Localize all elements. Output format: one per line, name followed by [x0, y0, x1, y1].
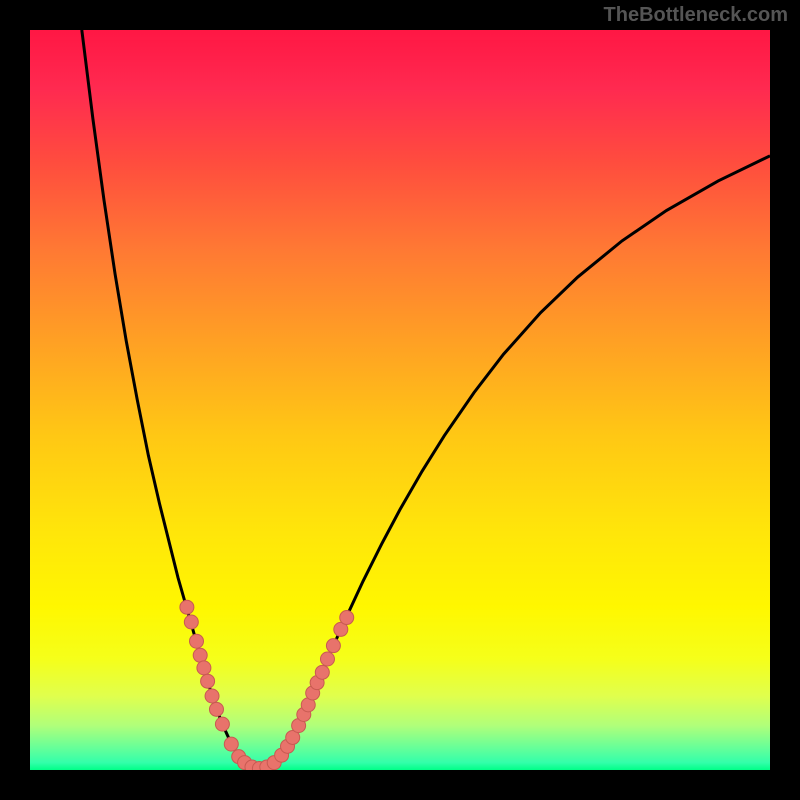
data-marker — [224, 737, 238, 751]
data-marker — [326, 639, 340, 653]
bottleneck-curve — [82, 30, 770, 769]
data-marker — [201, 674, 215, 688]
data-marker — [197, 661, 211, 675]
watermark-text: TheBottleneck.com — [604, 4, 788, 27]
data-marker — [184, 615, 198, 629]
data-marker — [320, 652, 334, 666]
data-marker — [315, 665, 329, 679]
data-marker — [180, 600, 194, 614]
chart-overlay — [30, 30, 770, 770]
data-marker — [205, 689, 219, 703]
markers-group — [180, 600, 354, 770]
plot-area — [30, 30, 770, 770]
data-marker — [190, 634, 204, 648]
data-marker — [340, 611, 354, 625]
data-marker — [215, 717, 229, 731]
data-marker — [193, 648, 207, 662]
data-marker — [209, 702, 223, 716]
